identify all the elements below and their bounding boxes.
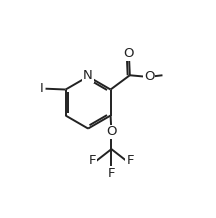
Text: N: N — [83, 69, 93, 82]
Text: F: F — [108, 167, 115, 180]
Text: I: I — [40, 82, 44, 95]
Text: O: O — [144, 70, 154, 83]
Text: F: F — [126, 154, 134, 167]
Text: O: O — [124, 47, 134, 60]
Text: F: F — [89, 154, 96, 167]
Text: O: O — [106, 126, 117, 138]
